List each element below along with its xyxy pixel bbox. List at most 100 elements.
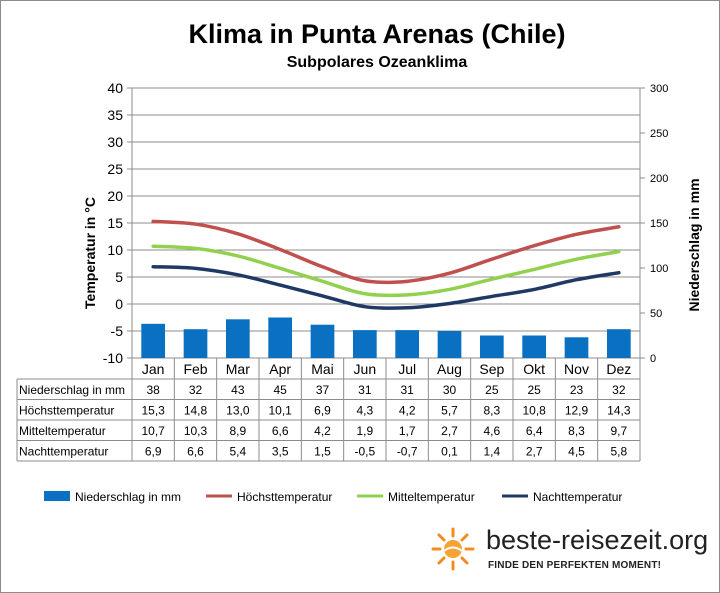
y-left-tick-label: 40 [107,80,123,96]
legend-swatch-bar [44,491,70,501]
precipitation-bar [437,331,462,358]
y-right-axis-title: Niederschlag in mm [686,178,702,311]
y-left-tick-label: 5 [115,269,123,285]
table-cell-value: 4,6 [483,424,500,438]
table-cell-value: 23 [570,383,584,397]
y-left-tick-label: 15 [107,215,123,231]
logo-slogan: FINDE DEN PERFEKTEN MOMENT! [488,560,662,571]
table-cell-value: -0,7 [397,445,418,459]
legend: Niederschlag in mm Höchsttemperatur Mittel… [44,490,622,504]
legend-label: Niederschlag in mm [75,490,181,504]
table-cell-value: 8,3 [568,424,585,438]
table-cell-value: 5,4 [229,445,246,459]
precipitation-bar [225,319,250,358]
y-left-tick-label: 10 [107,242,123,258]
y-right-tick-label: 200 [650,173,668,185]
table-row-header: Mitteltemperatur [19,424,106,438]
table-cell-value: 5,7 [441,404,458,418]
table-cell-value: 37 [316,383,330,397]
table-cell-value: 6,6 [272,424,289,438]
mean-temperature-line [151,244,621,298]
legend-label: Nachttemperatur [533,490,622,504]
table-cell-value: 4,5 [568,445,585,459]
x-category-label: Mai [311,361,334,377]
chart-title: Klima in Punta Arenas (Chile) [188,19,566,49]
table-cell-value: 1,4 [483,445,500,459]
y-right-tick-label: 250 [650,128,668,140]
table-cell-value: 2,7 [441,424,458,438]
table-cell-value: 45 [273,383,287,397]
table-cell-value: 6,6 [187,445,204,459]
precipitation-bar [268,317,293,358]
table-cell-value: 3,5 [272,445,289,459]
y-right-tick-label: 0 [650,353,656,365]
temperature-lines [151,219,621,310]
x-category-label: Aug [437,361,462,377]
y-left-tick-label: 30 [107,134,123,150]
table-cell-value: 15,3 [141,404,165,418]
precipitation-bar [606,329,631,358]
x-category-label: Sep [479,361,504,377]
legend-label: Höchsttemperatur [237,490,332,504]
x-category-label: Nov [564,361,589,377]
y-left-axis-title: Temperatur in °C [82,197,98,309]
y-left-tick-label: 0 [115,296,123,312]
y-right-tick-label: 300 [650,83,668,95]
table-cell-value: 38 [146,383,160,397]
x-category-label: Mar [226,361,250,377]
logo-wordmark[interactable]: beste-reisezeit.org [486,525,709,555]
sun-logo-icon [431,527,475,571]
min-temperature-line [151,264,621,310]
table-cell-value: 6,4 [526,424,543,438]
legend-label: Mitteltemperatur [388,490,475,504]
table-cell-value: 10,7 [141,424,165,438]
table-cell-value: 8,3 [483,404,500,418]
table-cell-value: 10,1 [268,404,292,418]
precipitation-bar [522,335,547,358]
table-cell-value: 4,2 [399,404,416,418]
table-cell-value: 31 [358,383,372,397]
table-cell-value: 6,9 [145,445,162,459]
precipitation-bar [141,323,166,358]
y-right-tick-label: 50 [650,308,662,320]
table-cell-value: 13,0 [226,404,250,418]
table-cell-value: 43 [231,383,245,397]
y-left-tick-label: -5 [111,323,124,339]
y-right-tick-label: 100 [650,263,668,275]
precipitation-bar [352,330,377,358]
y-left-tick-label: -10 [103,350,123,366]
table-cell-value: 0,1 [441,445,458,459]
x-category-label: Feb [183,361,207,377]
precipitation-bar [310,324,335,358]
data-table: Jan Feb Mar Apr Mai Jun Jul Aug Sep Okt Nov Dez Nied… [16,358,641,462]
x-category-label: Jan [142,361,165,377]
chart-subtitle: Subpolares Ozeanklima [286,54,468,71]
table-cell-value: 1,7 [399,424,416,438]
table-cell-value: 2,7 [526,445,543,459]
table-cell-value: 5,8 [610,445,627,459]
table-cell-value: 25 [485,383,499,397]
table-cell-value: 10,8 [522,404,546,418]
table-cell-value: 31 [400,383,414,397]
x-category-label: Jun [354,361,377,377]
table-row-header: Höchsttemperatur [19,404,114,418]
table-cell-value: 32 [612,383,626,397]
y-right-tick-label: 150 [650,218,668,230]
table-cell-value: 12,9 [565,404,589,418]
table-cell-value: 6,9 [314,404,331,418]
x-category-label: Apr [269,361,291,377]
max-temperature-line [151,219,621,285]
x-category-label: Jul [398,361,416,377]
table-cell-value: 14,8 [184,404,208,418]
table-cell-value: -0,5 [354,445,375,459]
x-category-label: Okt [523,361,545,377]
table-cell-value: 25 [527,383,541,397]
gridlines [132,87,640,359]
table-cell-value: 14,3 [607,404,631,418]
table-cell-value: 1,9 [356,424,373,438]
table-cell-value: 9,7 [610,424,627,438]
table-cell-value: 30 [443,383,457,397]
precipitation-bars [141,317,631,358]
y-left-tick-label: 35 [107,107,123,123]
